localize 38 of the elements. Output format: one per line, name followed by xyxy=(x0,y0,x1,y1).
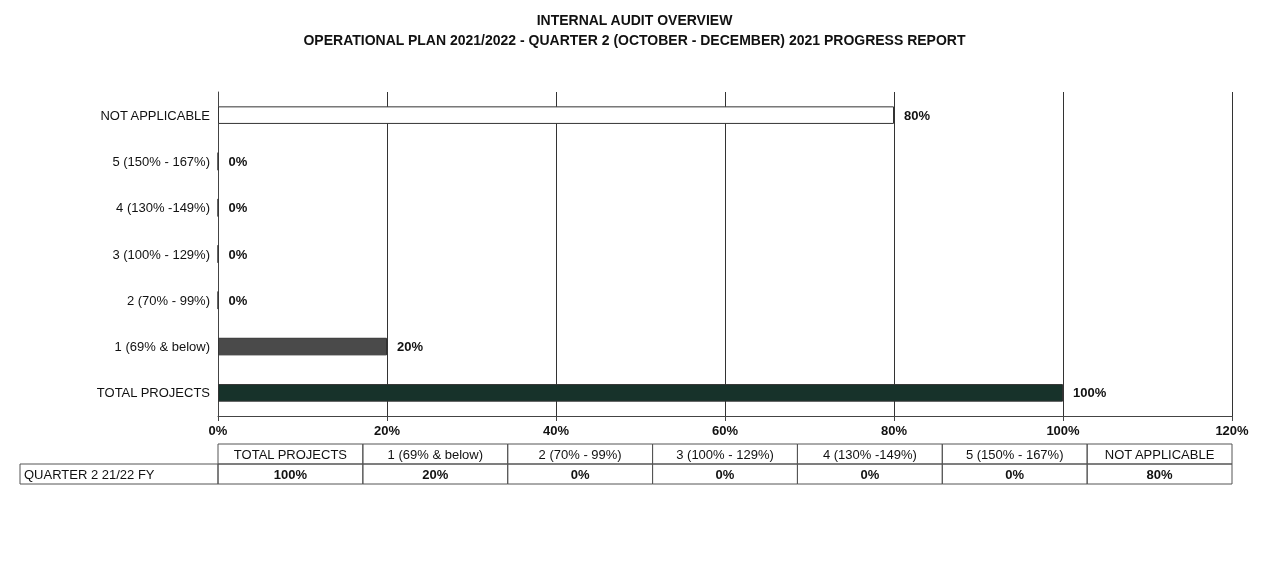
x-tick-label: 80% xyxy=(880,423,908,438)
x-tick-label: 40% xyxy=(542,423,570,438)
category-label: 3 (100% - 129%) xyxy=(676,446,774,462)
chart-title: INTERNAL AUDIT OVERVIEW xyxy=(536,12,734,28)
text: QUARTER 2 21/22 FY xyxy=(24,466,155,482)
y-tick-label: TOTAL PROJECTS xyxy=(96,385,211,401)
category-label: 4 (130% -149%) xyxy=(822,446,917,462)
text: 0% xyxy=(570,466,590,482)
category-label: 5 (150% - 167%) xyxy=(965,446,1064,462)
y-tick-label: 4 (130% -149%) xyxy=(116,200,210,216)
text: 0% xyxy=(1005,466,1025,482)
data-label: 20% xyxy=(397,339,424,355)
x-tick-label: 0% xyxy=(208,423,228,438)
data-label: 0% xyxy=(228,153,248,169)
x-tick-label: 20% xyxy=(373,423,401,438)
category-label: NOT APPLICABLE xyxy=(1104,446,1215,462)
text: 20% xyxy=(422,466,449,482)
y-tick-label: 1 (69% & below) xyxy=(114,339,210,355)
text: 80% xyxy=(1146,466,1173,482)
category-label: 1 (69% & below) xyxy=(387,446,483,462)
y-tick-label: 2 (70% - 99%) xyxy=(126,292,210,308)
text: 0% xyxy=(715,466,735,482)
x-tick-label: 60% xyxy=(711,423,739,438)
y-tick-label: 3 (100% - 129%) xyxy=(112,246,210,262)
x-tick-label: 120% xyxy=(1215,423,1250,438)
chart-subtitle: OPERATIONAL PLAN 2021/2022 - QUARTER 2 (OCTOBER - DECEMBER) 2021 PROGRESS REPORT xyxy=(303,32,966,48)
x-tick-label: 100% xyxy=(1046,423,1081,438)
data-label: 0% xyxy=(228,246,248,262)
data-label: 0% xyxy=(228,200,248,216)
data-label: 80% xyxy=(904,107,931,123)
y-tick-label: NOT APPLICABLE xyxy=(100,107,211,123)
category-label: 2 (70% - 99%) xyxy=(538,446,622,462)
text: 100% xyxy=(273,466,308,482)
data-label: 0% xyxy=(228,292,248,308)
data-label: 100% xyxy=(1073,385,1107,401)
y-tick-label: 5 (150% - 167%) xyxy=(112,153,210,169)
category-label: TOTAL PROJECTS xyxy=(233,446,348,462)
text: 0% xyxy=(860,466,880,482)
